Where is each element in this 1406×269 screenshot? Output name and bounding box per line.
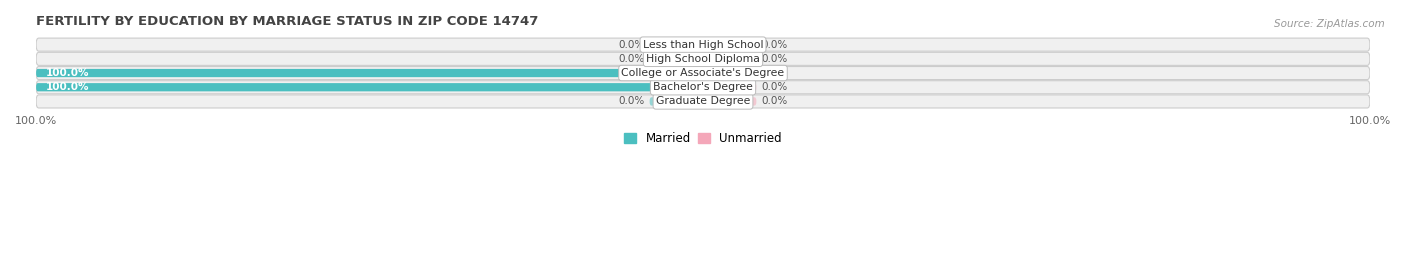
- FancyBboxPatch shape: [37, 38, 1369, 51]
- Text: 0.0%: 0.0%: [762, 40, 787, 50]
- FancyBboxPatch shape: [37, 81, 1369, 94]
- Text: Source: ZipAtlas.com: Source: ZipAtlas.com: [1274, 19, 1385, 29]
- FancyBboxPatch shape: [703, 41, 756, 49]
- Text: 0.0%: 0.0%: [762, 68, 787, 78]
- Text: 0.0%: 0.0%: [762, 82, 787, 92]
- Text: 0.0%: 0.0%: [762, 54, 787, 64]
- FancyBboxPatch shape: [37, 95, 1369, 108]
- Text: 0.0%: 0.0%: [619, 54, 644, 64]
- Text: 0.0%: 0.0%: [762, 97, 787, 107]
- FancyBboxPatch shape: [703, 55, 756, 63]
- FancyBboxPatch shape: [37, 69, 703, 77]
- FancyBboxPatch shape: [650, 97, 703, 105]
- Text: 100.0%: 100.0%: [46, 82, 90, 92]
- FancyBboxPatch shape: [703, 83, 756, 91]
- Text: Less than High School: Less than High School: [643, 40, 763, 50]
- Text: College or Associate's Degree: College or Associate's Degree: [621, 68, 785, 78]
- FancyBboxPatch shape: [37, 83, 703, 91]
- Legend: Married, Unmarried: Married, Unmarried: [620, 128, 786, 150]
- Text: Graduate Degree: Graduate Degree: [655, 97, 751, 107]
- Text: Bachelor's Degree: Bachelor's Degree: [652, 82, 754, 92]
- Text: High School Diploma: High School Diploma: [647, 54, 759, 64]
- FancyBboxPatch shape: [650, 55, 703, 63]
- Text: 0.0%: 0.0%: [619, 40, 644, 50]
- FancyBboxPatch shape: [650, 41, 703, 49]
- FancyBboxPatch shape: [703, 97, 756, 105]
- FancyBboxPatch shape: [37, 52, 1369, 65]
- FancyBboxPatch shape: [703, 69, 756, 77]
- Text: FERTILITY BY EDUCATION BY MARRIAGE STATUS IN ZIP CODE 14747: FERTILITY BY EDUCATION BY MARRIAGE STATU…: [37, 15, 538, 28]
- FancyBboxPatch shape: [37, 66, 1369, 80]
- Text: 100.0%: 100.0%: [46, 68, 90, 78]
- Text: 0.0%: 0.0%: [619, 97, 644, 107]
